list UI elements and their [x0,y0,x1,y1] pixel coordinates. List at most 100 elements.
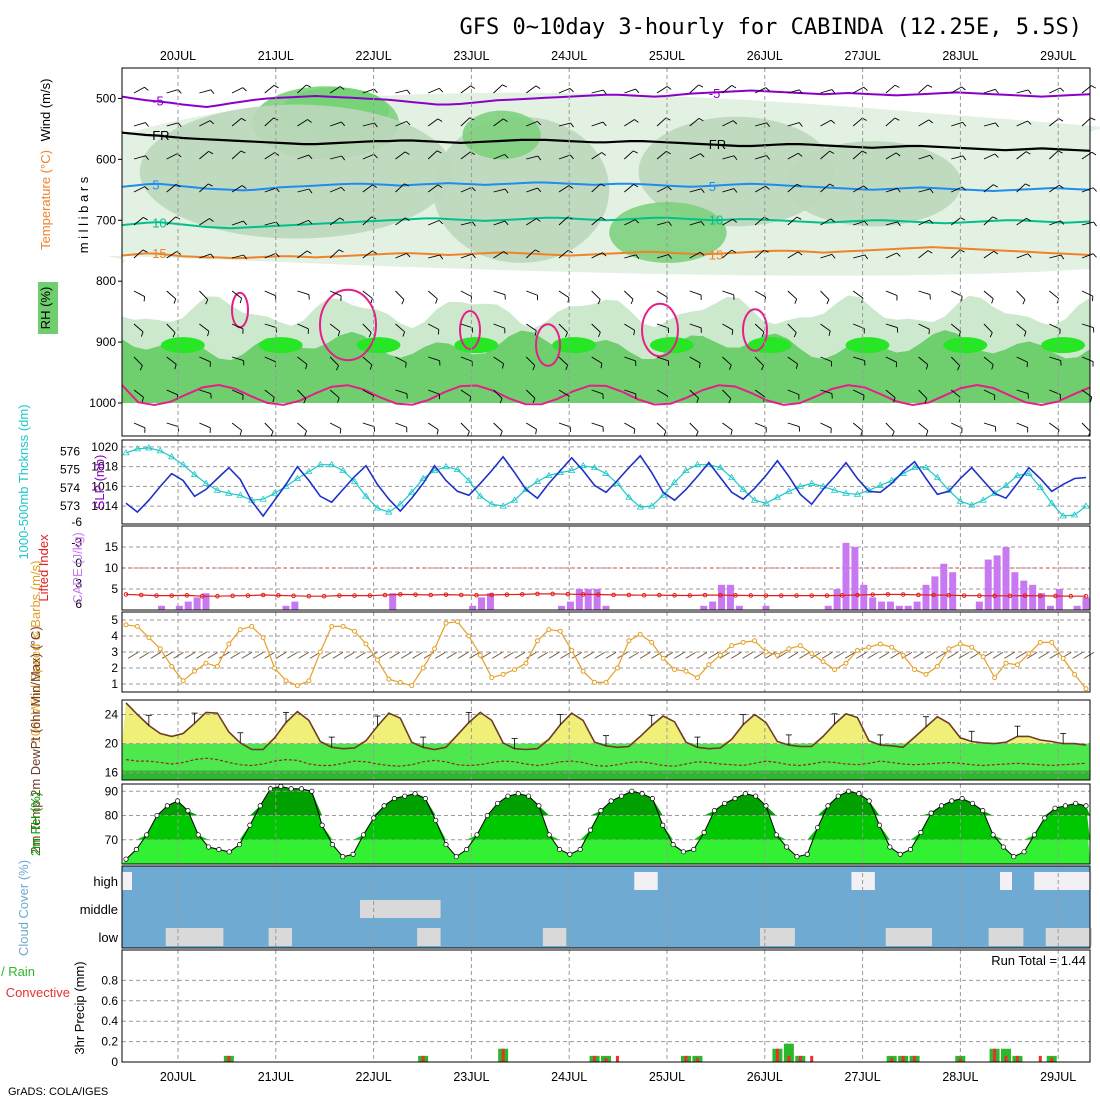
wind-barb [656,422,667,432]
cloud-gap [908,928,921,946]
wind-barb-surface [139,652,150,659]
li-tick-label: 3 [75,577,82,591]
wind-barb-surface [161,652,173,659]
isotherm-label: 10 [709,213,723,228]
wind-barb-flag [174,364,177,370]
wind-barb [1081,290,1094,297]
wind-panel: 1 2 3 4 5 10m Wind Speed & Barbs (m/s) [28,561,1095,743]
isotherm-FR [121,131,1091,152]
wind-barb-flag [241,117,246,122]
wind-barb [787,251,799,259]
wind-barb [264,152,276,160]
li-marker [306,593,312,599]
wind-barb [1016,151,1027,160]
wind-barb [1081,323,1094,328]
rh-marker [567,851,573,857]
rh-marker [804,851,810,857]
wind-barb [722,290,734,296]
wind-barb [427,118,439,127]
wind-barb [689,153,701,160]
wind-barb [166,216,176,226]
wind-barb [297,84,307,94]
wind-barb [591,422,604,428]
rh-marker [391,795,397,802]
wind-barb-flag [338,249,344,253]
thickness-marker [293,474,302,481]
wind-barb [264,290,276,297]
wind-barb [689,290,702,296]
wind-barb [885,252,897,259]
isotherm-label: 15 [709,247,723,262]
precip-convective-bar [615,1055,619,1062]
wind-barb [787,122,800,127]
wind-barb [656,151,667,160]
thickness-tick-label: 576 [60,444,80,458]
wind-barb-surface [696,652,708,659]
wind-barb [297,422,307,432]
wind-barb [231,118,242,127]
thickness-marker [328,460,336,468]
thickness-marker [305,467,313,474]
wind-tick-label: 5 [111,613,118,627]
panel-border [121,699,1091,781]
wind-barb-flag [144,86,149,91]
wind-barb [1081,221,1094,226]
wind-barb [460,221,473,226]
wind-barb [1016,323,1027,332]
wind-barb [199,323,210,332]
wind-barb-flag [1060,220,1065,225]
wind-barb [754,249,765,259]
wind-speed-marker [500,671,506,677]
cape-bar [949,572,957,610]
thickness-marker [636,503,644,510]
wind-barb-surface [730,652,742,659]
wind-barb [428,87,440,94]
wind-barb-flag [864,221,869,226]
wind-barb-flag [602,121,607,127]
rh-tick-label: 70 [105,833,119,847]
thickness-marker [579,461,587,469]
panel-border [121,525,1091,611]
thickness-marker [430,466,439,474]
precip-convective-bar [958,1057,962,1062]
wind-barb [329,356,339,366]
wind-barb-flag [208,150,214,155]
thickness-marker [1059,512,1067,519]
thickness-marker [190,470,199,477]
wind-barb-flag [957,365,961,371]
rh-marker [216,846,222,853]
wind-barb-flag [534,249,540,253]
thickness-marker [716,463,724,471]
wind-barb-flag [831,254,836,259]
wind-barb-flag [598,332,601,338]
wind-barb-flag [927,84,933,88]
rh-marker [887,844,893,850]
cape-bar [993,555,1001,610]
wind-barb [885,389,896,398]
wind-barb [1016,89,1029,94]
wind-barb-flag [437,184,443,188]
wind-speed-marker [569,647,575,653]
wind-barb-flag [568,185,574,189]
cloud-level-label: low [98,930,118,945]
wind-barb-flag [504,220,509,226]
thickness-marker [956,497,964,504]
cape-bar [700,605,708,610]
wind-barb-flag [761,331,765,337]
cape-bar [878,601,886,610]
wind-barb-flag [537,121,542,126]
wind-barb-flag [145,155,149,161]
wind-barb [329,290,342,297]
wind-barb-flag [796,183,802,187]
wind-barb-flag [1027,120,1032,125]
rh-marker [660,822,666,828]
wind-barb-surface [878,652,890,659]
li-marker [367,593,373,598]
thickness-marker [213,486,222,493]
isotherm-label: FR [152,128,169,143]
date-label-bottom: 24JUL [551,1070,587,1084]
wind-barb-surface [674,652,685,659]
wind-barb-flag [698,84,704,88]
wind-barb-surface [924,652,935,659]
wind-barb-surface [412,652,423,659]
